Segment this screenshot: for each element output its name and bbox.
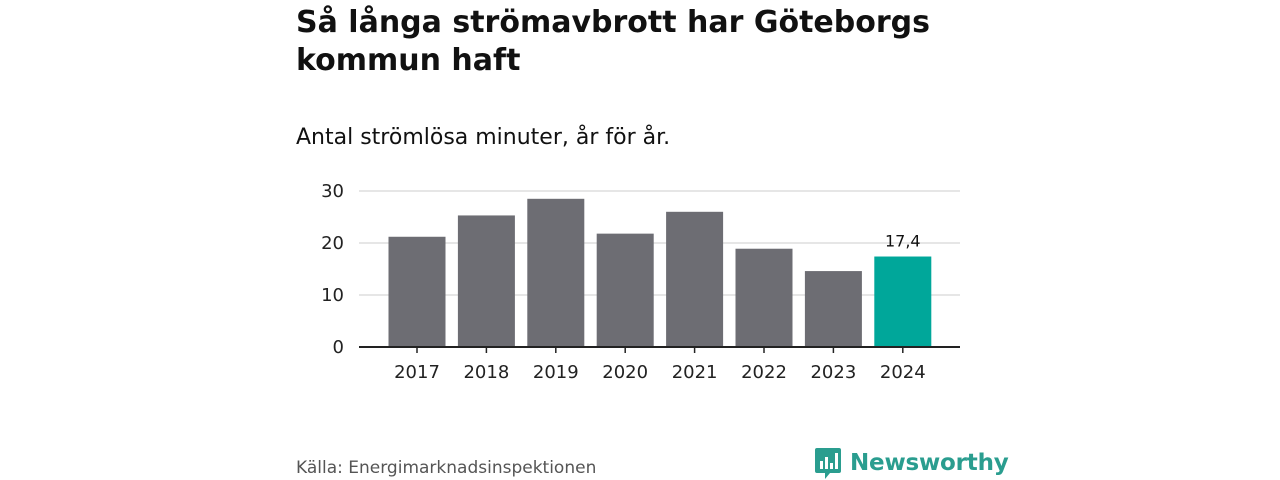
brand-logo: Newsworthy xyxy=(814,446,1009,480)
data-label: 17,4 xyxy=(885,232,921,251)
bar-2017 xyxy=(388,236,446,347)
gridlines xyxy=(359,190,960,296)
brand-name: Newsworthy xyxy=(850,450,1009,476)
bar-2022 xyxy=(735,248,793,347)
x-tick-label: 2021 xyxy=(672,362,718,383)
y-tick-label: 30 xyxy=(321,181,344,202)
y-tick-label: 0 xyxy=(333,337,344,358)
y-tick-label: 20 xyxy=(321,233,344,254)
chart-card: Så långa strömavbrott har Göteborgs komm… xyxy=(296,0,1009,480)
chart-title: Så långa strömavbrott har Göteborgs komm… xyxy=(296,5,930,78)
bar-2019 xyxy=(527,198,585,347)
x-tick-label: 2017 xyxy=(394,362,440,383)
bar-2023 xyxy=(804,271,862,347)
x-tick-label: 2024 xyxy=(880,362,926,383)
source-note: Källa: Energimarknadsinspektionen xyxy=(296,458,597,478)
bar-2018 xyxy=(457,215,515,347)
newsworthy-logo-icon xyxy=(815,448,841,479)
bar-2021 xyxy=(666,211,724,347)
bars xyxy=(388,198,932,347)
bar-2020 xyxy=(596,233,654,347)
bar-2024 xyxy=(874,256,932,347)
x-tick-label: 2019 xyxy=(533,362,579,383)
chart-subtitle: Antal strömlösa minuter, år för år. xyxy=(296,125,671,150)
x-tick-label: 2020 xyxy=(602,362,648,383)
bar-chart: 0 10 20 30 2017 2018 2019 2020 2021 2022 2023 2024 1… xyxy=(321,181,960,383)
y-tick-label: 10 xyxy=(321,285,344,306)
x-tick-label: 2023 xyxy=(810,362,856,383)
x-tick-label: 2018 xyxy=(463,362,509,383)
x-tick-label: 2022 xyxy=(741,362,787,383)
labels: 0 10 20 30 2017 2018 2019 2020 2021 2022 2023 2024 1… xyxy=(321,181,960,383)
